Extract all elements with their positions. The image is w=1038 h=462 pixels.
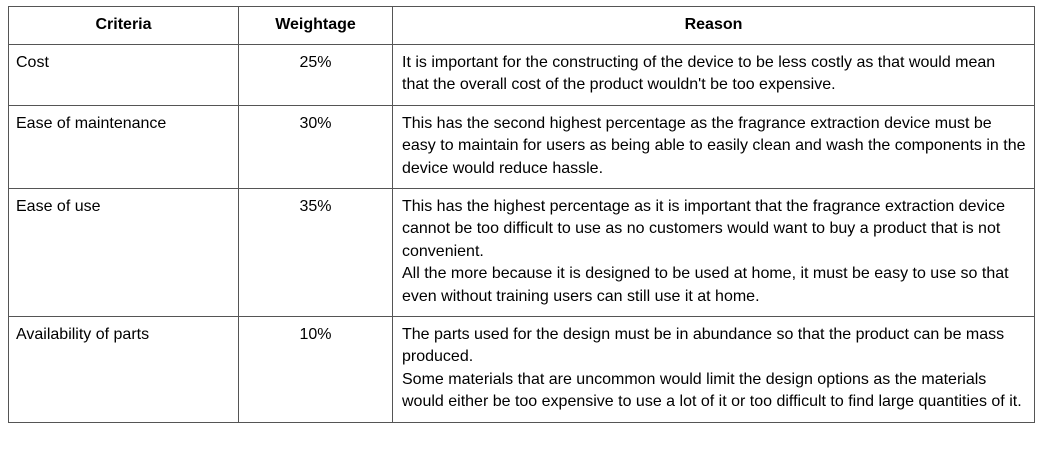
table-row: Cost 25% It is important for the constru… xyxy=(8,44,1035,106)
header-reason: Reason xyxy=(392,6,1035,45)
reason-paragraph: The parts used for the design must be in… xyxy=(402,326,1005,366)
reason-cell: This has the highest percentage as it is… xyxy=(392,188,1035,318)
criteria-cell: Cost xyxy=(8,44,239,106)
criteria-cell: Ease of maintenance xyxy=(8,104,239,190)
table-row: Ease of maintenance 30% This has the sec… xyxy=(8,104,1035,190)
header-row: Criteria Weightage Reason xyxy=(8,6,1035,45)
criteria-cell: Ease of use xyxy=(8,188,239,318)
reason-paragraph: It is important for the constructing of … xyxy=(402,54,996,94)
criteria-table: Criteria Weightage Reason Cost 25% It is… xyxy=(8,6,1035,423)
reason-paragraph: All the more because it is designed to b… xyxy=(402,265,1009,305)
reason-cell: This has the second highest percentage a… xyxy=(392,104,1035,190)
reason-paragraph: Some materials that are uncommon would l… xyxy=(402,370,1022,411)
header-criteria: Criteria xyxy=(8,6,239,45)
weightage-cell: 35% xyxy=(238,188,393,318)
weightage-cell: 25% xyxy=(238,44,393,106)
header-weightage: Weightage xyxy=(238,6,393,45)
reason-paragraph: This has the highest percentage as it is… xyxy=(402,198,1005,260)
table-row: Availability of parts 10% The parts used… xyxy=(8,316,1035,423)
weightage-cell: 30% xyxy=(238,104,393,190)
weightage-cell: 10% xyxy=(238,316,393,423)
table-row: Ease of use 35% This has the highest per… xyxy=(8,188,1035,318)
reason-paragraph: This has the second highest percentage a… xyxy=(402,114,1026,177)
criteria-cell: Availability of parts xyxy=(8,316,239,423)
reason-cell: The parts used for the design must be in… xyxy=(392,316,1035,423)
reason-cell: It is important for the constructing of … xyxy=(392,44,1035,106)
